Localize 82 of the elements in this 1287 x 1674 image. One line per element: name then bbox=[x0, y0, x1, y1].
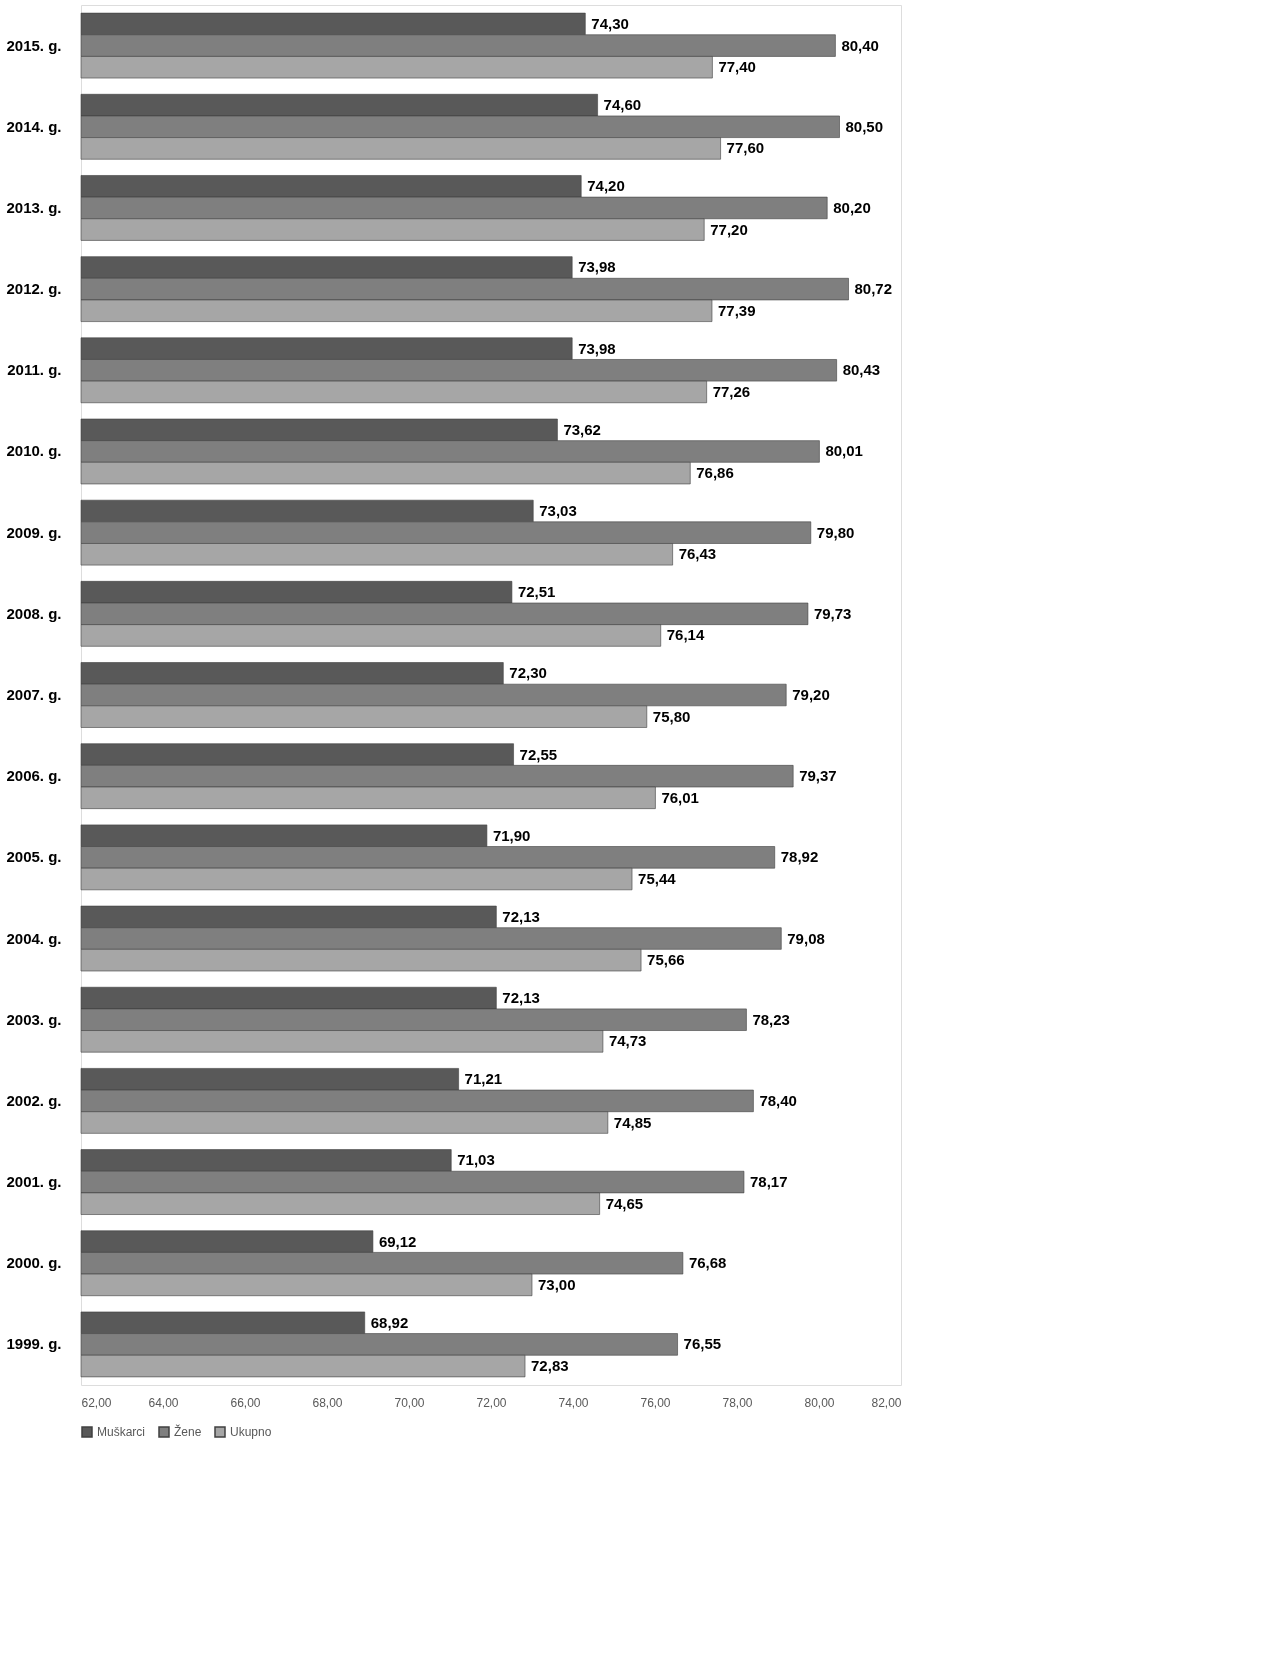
data-label: 74,65 bbox=[605, 1194, 644, 1212]
data-label: 76,14 bbox=[666, 626, 705, 644]
y-tick-label: 2006. g. bbox=[6, 767, 62, 785]
data-label: 78,40 bbox=[759, 1091, 797, 1109]
y-tick-label: 1999. g. bbox=[6, 1335, 62, 1353]
x-tick-label: 78,00 bbox=[722, 1395, 753, 1410]
data-label: 77,39 bbox=[717, 301, 756, 319]
y-tick-label: 2009. g. bbox=[6, 523, 62, 541]
legend-label: Žene bbox=[174, 1424, 202, 1439]
data-label: 74,60 bbox=[603, 96, 642, 114]
data-label: 72,83 bbox=[531, 1357, 569, 1375]
y-tick-label: 2013. g. bbox=[6, 198, 62, 216]
data-label: 80,20 bbox=[833, 198, 871, 216]
data-label: 75,44 bbox=[638, 870, 677, 887]
y-tick-label: 2014. g. bbox=[6, 117, 62, 135]
data-label: 72,55 bbox=[519, 745, 558, 763]
data-label: 79,08 bbox=[787, 929, 825, 947]
x-tick-label: 72,00 bbox=[476, 1395, 507, 1410]
data-label: 77,26 bbox=[712, 382, 751, 400]
data-label: 76,86 bbox=[696, 464, 734, 482]
data-label: 71,21 bbox=[464, 1070, 503, 1088]
x-tick-label: 70,00 bbox=[394, 1395, 425, 1410]
data-label: 73,62 bbox=[563, 420, 601, 438]
data-label: 73,03 bbox=[539, 502, 577, 519]
y-tick-label: 2001. g. bbox=[6, 1173, 62, 1191]
data-label: 80,43 bbox=[842, 361, 881, 379]
x-tick-label: 66,00 bbox=[230, 1395, 261, 1410]
y-tick-label: 2015. g. bbox=[6, 36, 62, 54]
data-label: 75,80 bbox=[652, 707, 691, 725]
data-label: 74,85 bbox=[613, 1113, 652, 1131]
data-label: 72,13 bbox=[502, 989, 540, 1007]
data-label: 79,73 bbox=[813, 604, 852, 622]
data-label: 80,40 bbox=[841, 36, 879, 54]
y-tick-label: 2004. g. bbox=[6, 929, 62, 947]
data-label: 76,01 bbox=[661, 788, 699, 806]
data-label: 76,68 bbox=[688, 1254, 727, 1272]
x-tick-label: 80,00 bbox=[804, 1395, 835, 1410]
y-tick-label: 2010. g. bbox=[6, 442, 62, 460]
x-tick-label: 68,00 bbox=[312, 1395, 343, 1410]
data-label: 73,98 bbox=[578, 339, 616, 357]
data-label: 74,73 bbox=[608, 1032, 647, 1050]
y-tick-label: 2002. g. bbox=[6, 1091, 62, 1109]
y-tick-label: 2008. g. bbox=[6, 604, 62, 622]
data-label: 74,30 bbox=[591, 14, 629, 32]
data-label: 78,23 bbox=[752, 1010, 790, 1028]
data-label: 72,13 bbox=[502, 907, 540, 925]
data-label: 78,17 bbox=[749, 1173, 788, 1191]
x-tick-label: 82,00 bbox=[871, 1395, 902, 1410]
data-label: 68,92 bbox=[370, 1313, 409, 1331]
data-label: 76,55 bbox=[683, 1335, 722, 1353]
y-tick-label: 2007. g. bbox=[6, 686, 62, 703]
data-label: 72,51 bbox=[517, 583, 556, 601]
y-tick-label: 2003. g. bbox=[6, 1010, 62, 1028]
data-label: 79,37 bbox=[799, 767, 837, 785]
data-label: 77,20 bbox=[710, 220, 748, 238]
x-tick-label: 62,00 bbox=[81, 1395, 112, 1410]
data-label: 77,60 bbox=[726, 139, 765, 157]
data-label: 71,03 bbox=[457, 1151, 495, 1169]
data-label: 76,43 bbox=[678, 545, 717, 563]
data-label: 71,90 bbox=[492, 826, 531, 844]
y-tick-label: 2005. g. bbox=[6, 848, 62, 866]
y-tick-label: 2000. g. bbox=[6, 1254, 62, 1272]
data-label: 78,92 bbox=[780, 848, 819, 866]
data-label: 79,20 bbox=[792, 686, 830, 703]
data-label: 80,72 bbox=[854, 280, 893, 298]
data-label: 79,80 bbox=[816, 523, 855, 541]
data-label: 77,40 bbox=[718, 58, 756, 76]
data-label: 80,01 bbox=[825, 442, 863, 460]
data-label: 80,50 bbox=[845, 117, 884, 135]
legend-label: Muškarci bbox=[97, 1425, 146, 1439]
x-tick-label: 74,00 bbox=[558, 1395, 589, 1410]
data-label: 75,66 bbox=[647, 951, 685, 969]
legend-label: Ukupno bbox=[230, 1425, 272, 1439]
data-label: 72,30 bbox=[509, 664, 547, 682]
y-tick-label: 2011. g. bbox=[7, 361, 62, 379]
data-label: 74,20 bbox=[587, 177, 625, 195]
data-label: 73,00 bbox=[538, 1275, 576, 1293]
data-label: 69,12 bbox=[378, 1232, 417, 1250]
data-label: 73,98 bbox=[578, 258, 616, 276]
x-tick-label: 64,00 bbox=[148, 1395, 179, 1410]
x-tick-label: 76,00 bbox=[640, 1395, 671, 1410]
y-tick-label: 2012. g. bbox=[6, 280, 62, 298]
